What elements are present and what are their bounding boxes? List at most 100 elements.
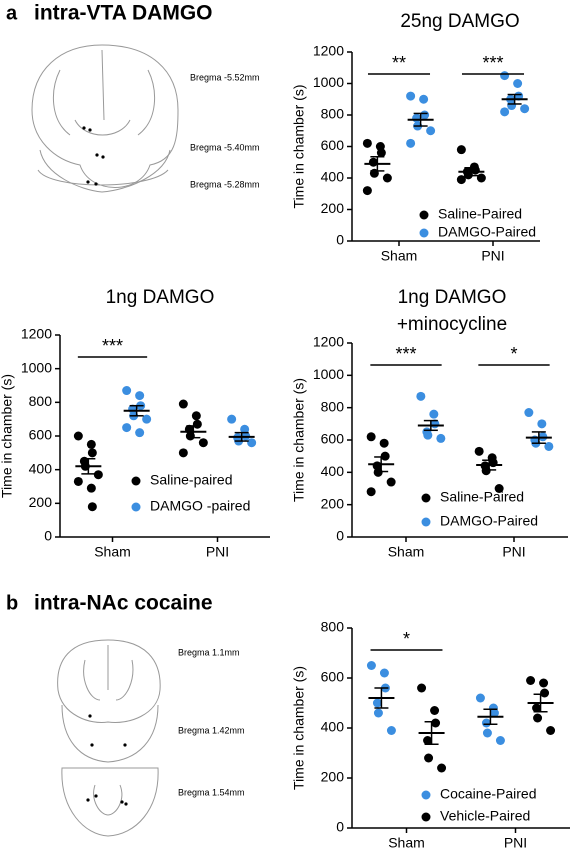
data-point	[416, 391, 426, 401]
significance-label: ***	[395, 344, 416, 364]
y-tick-label: 1200	[21, 326, 52, 342]
data-point	[513, 79, 523, 88]
data-point	[142, 414, 152, 424]
y-tick-label: 0	[336, 528, 344, 544]
data-point	[420, 110, 430, 120]
y-tick-label: 800	[321, 398, 345, 414]
data-point	[524, 408, 534, 418]
significance-label: *	[510, 344, 517, 364]
legend-label: Saline-Paired	[440, 489, 524, 505]
y-tick-label: 0	[336, 232, 344, 248]
significance-label: ***	[482, 53, 503, 73]
data-point	[362, 138, 372, 148]
data-point	[135, 391, 145, 401]
chart-title: 25ng DAMGO	[400, 11, 519, 32]
y-tick-label: 600	[29, 427, 53, 443]
data-point	[533, 713, 543, 723]
x-tick-label: Sham	[388, 544, 425, 560]
data-point	[386, 726, 396, 735]
data-point	[386, 477, 396, 487]
data-point	[537, 419, 547, 429]
y-tick-label: 800	[321, 619, 345, 635]
bregma-label: Bregma -5.28mm	[190, 179, 260, 189]
injection-site	[95, 153, 99, 157]
data-point	[475, 693, 485, 703]
y-axis-label: Time in chamber (s)	[291, 85, 307, 209]
panel-letter: b	[6, 592, 18, 614]
data-point	[437, 763, 447, 773]
data-point	[456, 175, 466, 185]
injection-site	[88, 714, 92, 718]
data-point	[520, 104, 530, 114]
legend-marker	[421, 812, 431, 822]
data-point	[178, 448, 188, 458]
injection-site	[82, 126, 86, 130]
data-point	[87, 448, 97, 458]
data-point	[546, 726, 556, 735]
x-tick-label: Sham	[388, 835, 425, 851]
data-point	[412, 113, 422, 123]
y-tick-label: 200	[321, 495, 345, 511]
data-point	[247, 438, 257, 448]
y-tick-label: 200	[29, 494, 53, 510]
data-point	[372, 698, 382, 708]
data-point	[532, 703, 542, 713]
injection-site	[120, 800, 124, 804]
y-axis-label: Time in chamber (s)	[0, 374, 15, 498]
data-point	[373, 708, 383, 718]
legend-marker	[421, 493, 431, 503]
data-point	[526, 676, 536, 685]
y-tick-label: 600	[321, 669, 345, 685]
injection-site	[94, 794, 98, 798]
data-point	[406, 138, 416, 148]
legend-marker	[419, 228, 429, 238]
data-point	[86, 483, 96, 493]
brain-sections-b	[57, 639, 161, 837]
y-tick-label: 600	[321, 137, 345, 153]
y-tick-label: 200	[321, 769, 345, 785]
data-point	[430, 706, 440, 715]
data-point	[426, 126, 436, 136]
data-point	[87, 502, 97, 512]
legend-label: Cocaine-Paired	[440, 786, 537, 802]
data-point	[431, 718, 441, 728]
y-tick-label: 1200	[313, 334, 344, 350]
injection-site	[90, 743, 94, 747]
data-point	[495, 736, 505, 745]
legend-label: DAMGO -paired	[150, 498, 250, 514]
data-point	[122, 386, 132, 396]
panel-letter: a	[6, 2, 18, 24]
data-point	[544, 441, 554, 451]
bregma-label: Bregma 1.1mm	[178, 647, 240, 657]
data-point	[86, 439, 96, 449]
x-tick-label: Sham	[381, 248, 418, 264]
data-point	[417, 683, 427, 693]
panel-title: intra-VTA DAMGO	[34, 2, 213, 25]
y-tick-label: 0	[336, 819, 344, 835]
data-point	[198, 438, 208, 448]
data-point	[539, 678, 549, 688]
data-point	[382, 173, 392, 183]
legend-label: Saline-paired	[150, 472, 233, 488]
legend-label: DAMGO-Paired	[438, 224, 536, 240]
bregma-label: Bregma -5.52mm	[190, 72, 260, 82]
data-point	[494, 484, 504, 493]
data-point	[135, 428, 145, 438]
injection-site	[124, 802, 128, 806]
y-tick-label: 200	[321, 200, 345, 216]
y-tick-label: 800	[29, 393, 53, 409]
data-point	[122, 423, 132, 433]
data-point	[482, 728, 492, 738]
legend-label: Vehicle-Paired	[440, 808, 530, 824]
legend-marker	[419, 210, 429, 220]
x-tick-label: PNI	[504, 835, 527, 851]
y-tick-label: 400	[321, 719, 345, 735]
data-point	[429, 409, 439, 419]
data-point	[368, 157, 378, 167]
injection-site	[94, 182, 98, 186]
data-point	[424, 753, 434, 763]
bregma-label: Bregma -5.40mm	[190, 142, 260, 152]
data-point	[240, 424, 250, 434]
legend-marker	[421, 517, 431, 527]
